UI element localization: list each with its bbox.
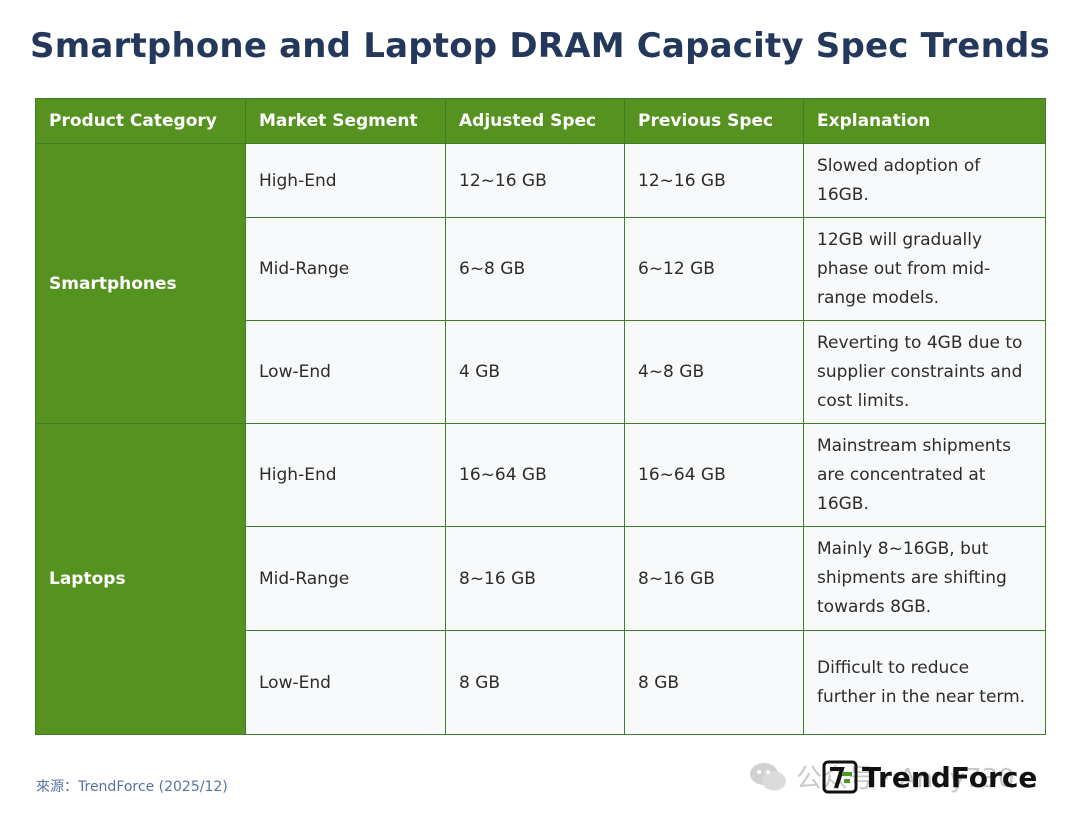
segment-cell: High-End [245,143,446,218]
previous-spec-cell: 6~12 GB [624,217,804,321]
category-cell: Smartphones [35,143,246,424]
explanation-cell: Difficult to reduce further in the near … [803,630,1046,735]
brand-logo: TrendForce [822,760,1037,794]
segment-cell: Mid-Range [245,526,446,631]
adjusted-spec-cell: 8 GB [445,630,625,735]
explanation-cell: Mainly 8~16GB, but shipments are shiftin… [803,526,1046,631]
column-header: Market Segment [245,98,446,144]
brand-name: TrendForce [862,760,1038,794]
segment-cell: Low-End [245,630,446,735]
adjusted-spec-cell: 6~8 GB [445,217,625,321]
segment-cell: Low-End [245,320,446,424]
explanation-cell: Reverting to 4GB due to supplier constra… [803,320,1046,424]
table-row: Low-End 8 GB 8 GB Difficult to reduce fu… [36,630,1046,735]
explanation-cell: Slowed adoption of 16GB. [803,143,1046,218]
source-note: 來源：TrendForce (2025/12) [36,779,228,795]
column-header: Product Category [35,98,246,144]
segment-cell: Mid-Range [245,217,446,321]
previous-spec-cell: 8 GB [624,630,804,735]
explanation-cell: Mainstream shipments are concentrated at… [803,423,1046,527]
spec-table: Product Category Market Segment Adjusted… [35,98,1046,735]
wechat-icon [750,762,786,790]
table-row: Mid-Range 8~16 GB 8~16 GB Mainly 8~16GB,… [36,526,1046,631]
previous-spec-cell: 12~16 GB [624,143,804,218]
table-row: Smartphones High-End 12~16 GB 12~16 GB S… [35,143,1046,424]
previous-spec-cell: 8~16 GB [624,526,804,631]
table-row: Mid-Range 6~8 GB 6~12 GB 12GB will gradu… [36,217,1046,321]
segment-cell: High-End [245,423,446,527]
adjusted-spec-cell: 12~16 GB [445,143,625,218]
column-header: Previous Spec [624,98,804,144]
category-cell: Laptops [35,423,246,735]
previous-spec-cell: 16~64 GB [624,423,804,527]
adjusted-spec-cell: 4 GB [445,320,625,424]
column-header: Explanation [803,98,1046,144]
table-header-row: Product Category Market Segment Adjusted… [35,98,1046,144]
table-row: Laptops High-End 16~64 GB 16~64 GB Mains… [35,423,1046,735]
adjusted-spec-cell: 8~16 GB [445,526,625,631]
trendforce-logo-icon [822,760,858,794]
page-title: Smartphone and Laptop DRAM Capacity Spec… [30,26,1050,66]
previous-spec-cell: 4~8 GB [624,320,804,424]
adjusted-spec-cell: 16~64 GB [445,423,625,527]
explanation-cell: 12GB will gradually phase out from mid-r… [803,217,1046,321]
column-header: Adjusted Spec [445,98,625,144]
